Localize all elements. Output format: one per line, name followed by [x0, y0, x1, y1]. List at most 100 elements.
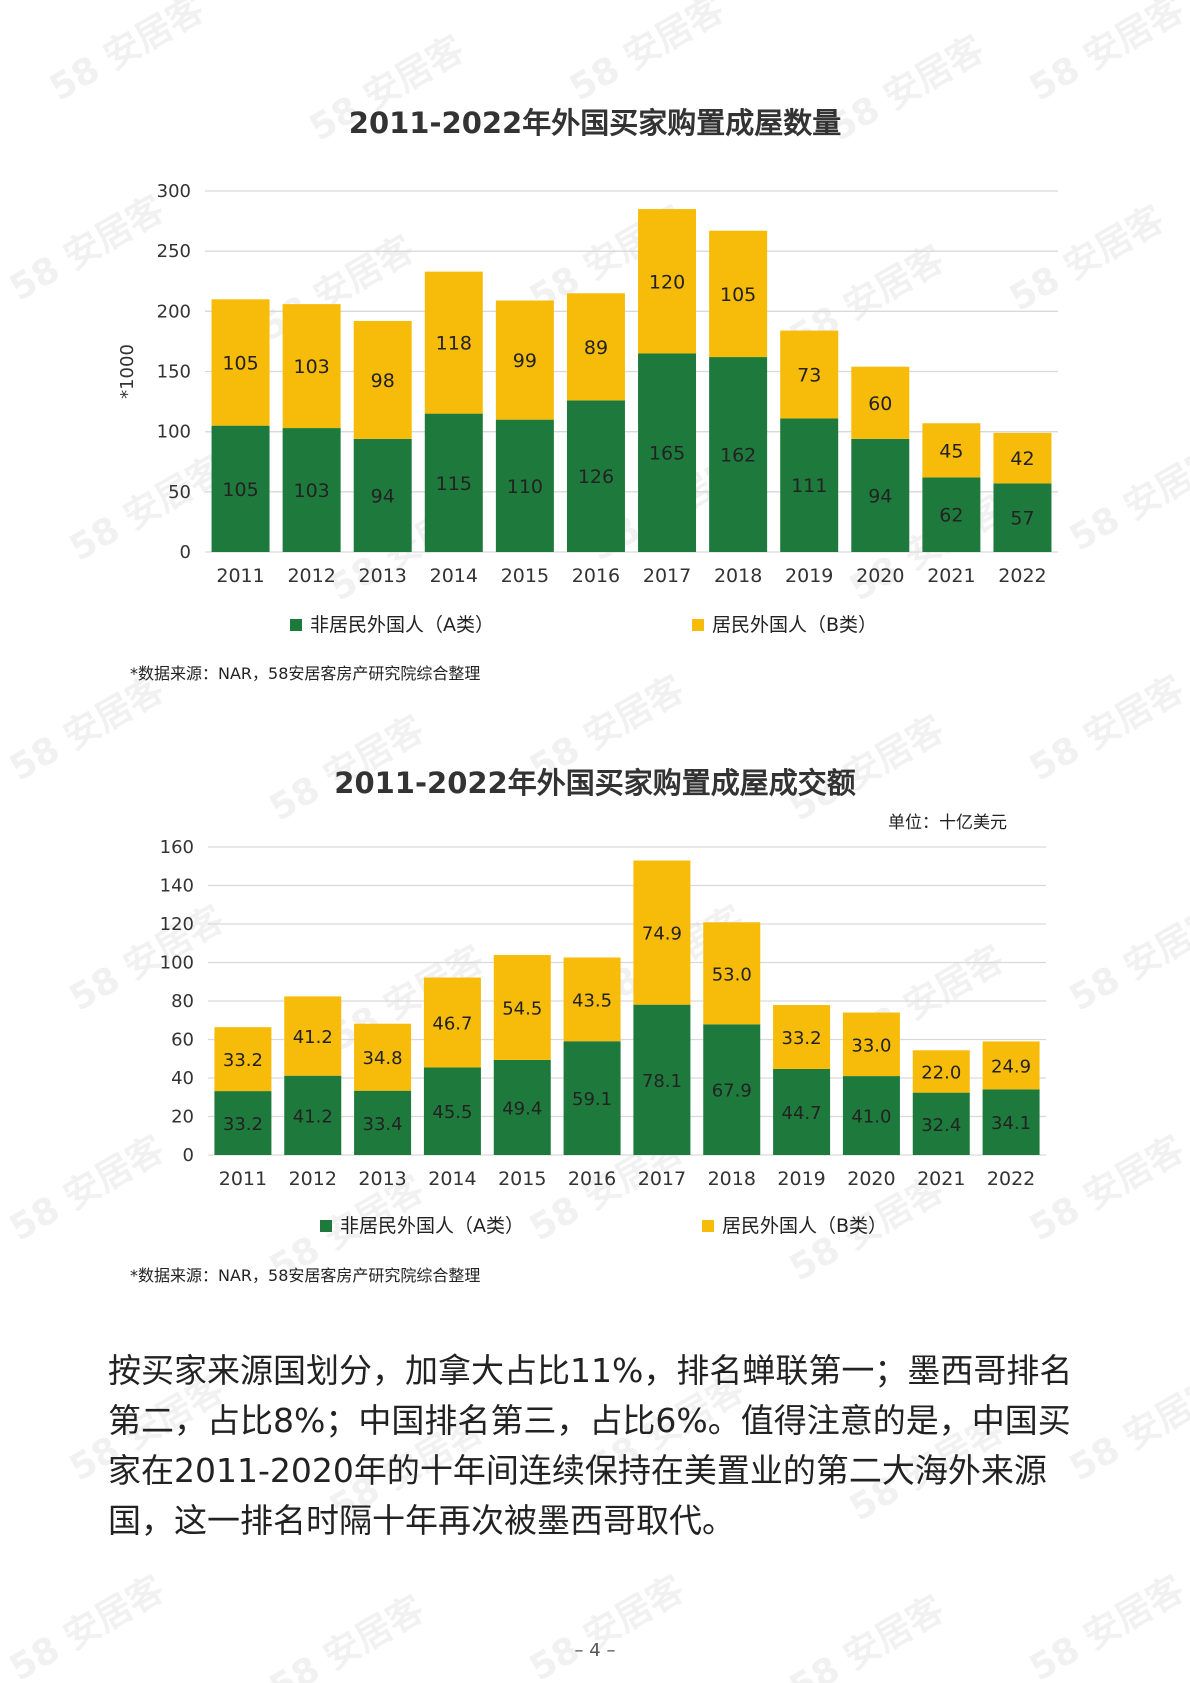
- data-label-a: 41.2: [293, 1106, 333, 1127]
- x-tick-label: 2018: [714, 565, 762, 587]
- bar-series-b: [284, 996, 342, 1076]
- data-label-b: 46.7: [432, 1013, 472, 1034]
- y-tick-label: 250: [157, 241, 191, 262]
- bar-series-b: [851, 366, 910, 439]
- chart2-source: *数据来源：NAR，58安居客房产研究院综合整理: [130, 1266, 481, 1285]
- bar-series-a: [912, 1092, 970, 1155]
- watermark-text: 58 安居客: [2, 1568, 172, 1683]
- data-label-b: 24.9: [991, 1056, 1031, 1077]
- watermark-text: 58 安居客: [522, 1568, 692, 1683]
- watermark-text: 58 安居客: [1022, 0, 1190, 110]
- bar-series-a: [423, 1067, 481, 1155]
- data-label-b: 33.2: [223, 1050, 263, 1071]
- data-label-a: 33.4: [363, 1114, 403, 1135]
- bar-series-a: [993, 483, 1052, 552]
- chart1-source: *数据来源：NAR，58安居客房产研究院综合整理: [130, 664, 481, 683]
- data-label-b: 45: [939, 440, 963, 462]
- bar-series-a: [566, 400, 625, 552]
- bar-series-a: [424, 413, 483, 552]
- x-tick-label: 2013: [358, 1168, 406, 1190]
- bar-series-b: [982, 1041, 1040, 1090]
- bar-series-b: [993, 432, 1052, 484]
- x-tick-label: 2011: [219, 1168, 267, 1190]
- y-tick-label: 150: [157, 362, 191, 383]
- data-label-a: 57: [1010, 508, 1034, 530]
- y-tick-label: 40: [171, 1068, 194, 1089]
- legend-label: 非居民外国人（A类）: [340, 1215, 524, 1237]
- data-label-a: 45.5: [432, 1102, 472, 1123]
- body-paragraph: 按买家来源国划分，加拿大占比11%，排名蝉联第一；墨西哥排名第二，占比8%；中国…: [108, 1351, 1073, 1540]
- data-label-a: 103: [293, 480, 329, 502]
- data-label-a: 165: [649, 443, 685, 465]
- bar-series-b: [214, 1027, 272, 1092]
- x-tick-label: 2017: [643, 565, 691, 587]
- data-label-a: 41.0: [851, 1107, 891, 1128]
- bar-series-b: [424, 271, 483, 414]
- y-tick-label: 120: [160, 914, 194, 935]
- data-label-a: 33.2: [223, 1114, 263, 1135]
- data-label-b: 74.9: [642, 924, 682, 945]
- bar-series-a: [282, 428, 341, 552]
- data-label-b: 43.5: [572, 990, 612, 1011]
- x-tick-label: 2018: [708, 1168, 756, 1190]
- bar-series-b: [353, 320, 412, 439]
- bar-series-a: [495, 419, 554, 552]
- bar-series-b: [703, 922, 761, 1025]
- data-label-b: 105: [222, 352, 258, 374]
- chart2-title: 2011-2022年外国买家购置成屋成交额: [334, 766, 856, 800]
- y-tick-label: 160: [160, 837, 194, 858]
- data-label-a: 44.7: [782, 1103, 822, 1124]
- bar-series-b: [842, 1012, 900, 1077]
- bar-series-a: [709, 357, 768, 552]
- data-label-b: 89: [584, 337, 608, 359]
- data-label-a: 111: [791, 475, 827, 497]
- bar-series-a: [493, 1059, 551, 1155]
- data-label-b: 99: [513, 350, 537, 372]
- y-tick-label: 200: [157, 301, 191, 322]
- x-tick-label: 2014: [430, 565, 478, 587]
- legend-swatch: [692, 619, 704, 631]
- data-label-a: 49.4: [502, 1098, 542, 1119]
- data-label-a: 34.1: [991, 1113, 1031, 1134]
- data-label-b: 60: [868, 393, 892, 415]
- data-label-b: 53.0: [712, 964, 752, 985]
- x-tick-label: 2019: [785, 565, 833, 587]
- page-number: – 4 –: [574, 1640, 616, 1661]
- x-tick-label: 2012: [289, 1168, 337, 1190]
- data-label-b: 33.2: [782, 1028, 822, 1049]
- bar-series-a: [633, 1004, 691, 1155]
- watermark-text: 58 安居客: [782, 1588, 952, 1683]
- y-tick-label: 0: [180, 542, 191, 563]
- data-label-a: 59.1: [572, 1089, 612, 1110]
- legend-swatch: [702, 1220, 714, 1232]
- watermark-text: 58 安居客: [562, 0, 732, 110]
- chart2-unit: 单位：十亿美元: [888, 813, 1007, 833]
- data-label-b: 54.5: [502, 998, 542, 1019]
- data-label-a: 62: [939, 505, 963, 527]
- x-tick-label: 2015: [498, 1168, 546, 1190]
- x-tick-label: 2022: [998, 565, 1046, 587]
- data-label-a: 126: [578, 466, 614, 488]
- bar-series-b: [633, 860, 691, 1005]
- y-tick-label: 20: [171, 1107, 194, 1128]
- x-tick-label: 2012: [287, 565, 335, 587]
- x-tick-label: 2020: [847, 1168, 895, 1190]
- data-label-b: 120: [649, 271, 685, 293]
- data-label-a: 94: [371, 485, 395, 507]
- bar-series-a: [354, 1090, 412, 1155]
- data-label-a: 78.1: [642, 1071, 682, 1092]
- bar-series-b: [566, 293, 625, 401]
- legend-label: 居民外国人（B类）: [712, 614, 877, 636]
- bar-series-a: [703, 1024, 761, 1155]
- data-label-b: 42: [1010, 448, 1034, 470]
- data-label-a: 105: [222, 479, 258, 501]
- bar-series-b: [211, 299, 270, 426]
- data-label-a: 94: [868, 485, 892, 507]
- y-tick-label: 0: [183, 1145, 194, 1166]
- legend-swatch: [320, 1220, 332, 1232]
- bar-series-b: [282, 304, 341, 429]
- y-tick-label: 100: [157, 422, 191, 443]
- bar-series-a: [780, 418, 839, 552]
- chart1-svg: 0 50 100 150 200 250 300 *1000 105 105 2011 103 103 2…: [117, 181, 1058, 636]
- x-tick-label: 2021: [927, 565, 975, 587]
